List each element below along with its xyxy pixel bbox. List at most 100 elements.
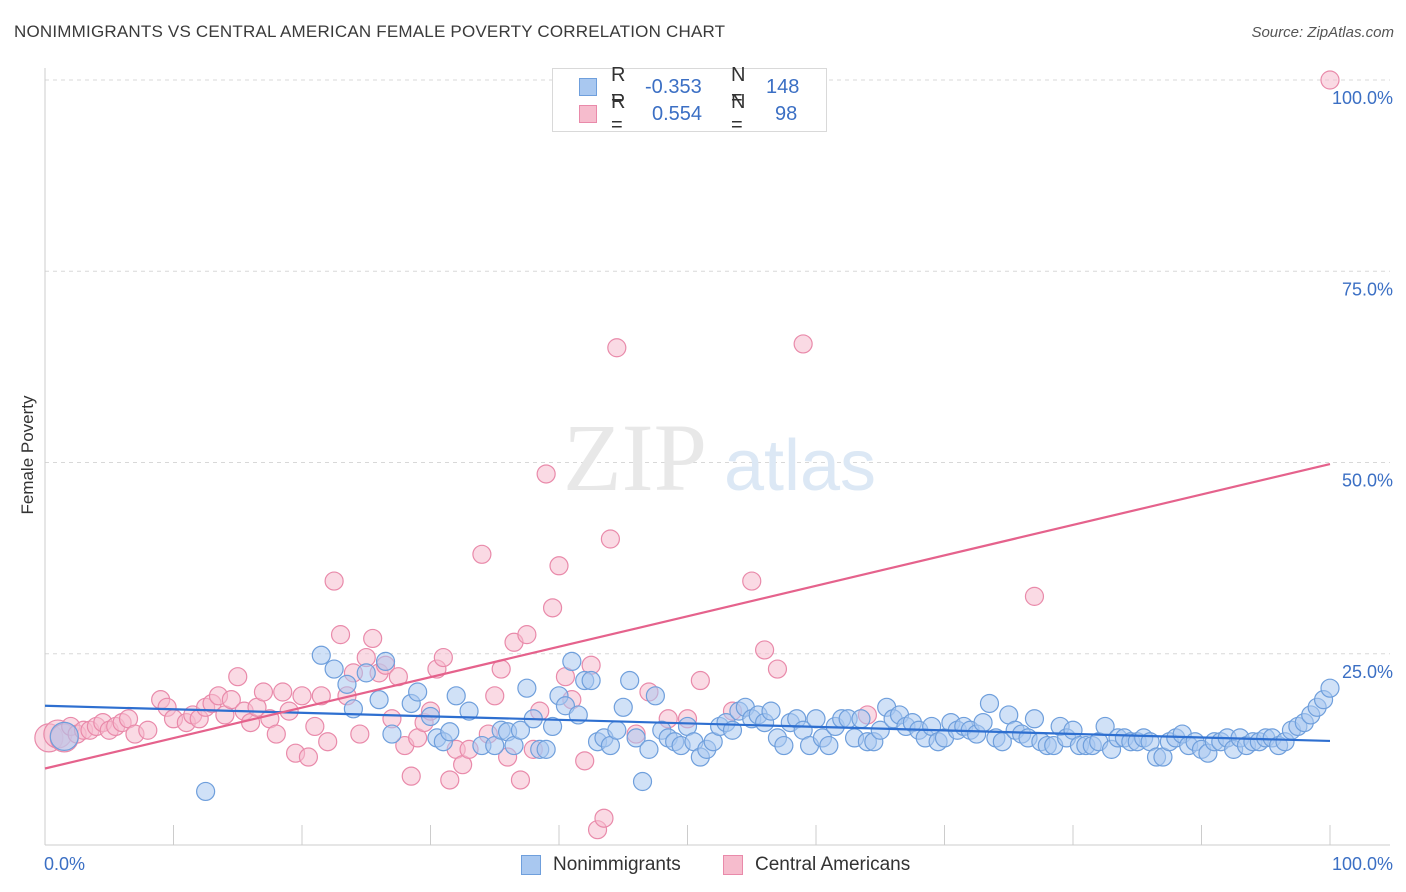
legend-r-label: R = xyxy=(611,91,626,136)
central-americans-point-38 xyxy=(305,716,325,737)
nonimmigrants-point-16 xyxy=(446,686,466,706)
central-americans-point-70 xyxy=(517,625,537,645)
nonimmigrants-point-0 xyxy=(49,721,79,751)
legend-swatch-pink xyxy=(579,105,597,123)
nonimmigrants-point-96 xyxy=(979,693,1000,714)
central-americans-point-59 xyxy=(440,770,460,790)
nonimmigrants-point-103 xyxy=(1024,709,1045,729)
nonimmigrants-point-9 xyxy=(382,724,402,744)
central-americans-point-93 xyxy=(793,334,813,354)
central-americans-point-40 xyxy=(318,732,338,752)
series-legend: Nonimmigrants Central Americans xyxy=(0,852,1406,878)
source-label: Source: ZipAtlas.com xyxy=(1251,24,1394,41)
nonimmigrants-point-76 xyxy=(851,709,871,729)
legend-n-label: N = xyxy=(731,64,746,109)
legend-label-nonimmigrants: Nonimmigrants xyxy=(553,854,681,875)
nonimmigrants-point-3 xyxy=(324,659,344,679)
central-americans-point-30 xyxy=(253,682,274,702)
nonimmigrants-point-23 xyxy=(510,720,531,740)
nonimmigrants-point-62 xyxy=(761,701,781,721)
central-americans-point-45 xyxy=(350,724,370,744)
legend-item-central-americans[interactable]: Central Americans xyxy=(723,852,910,878)
legend-label-central-americans: Central Americans xyxy=(755,854,911,875)
chart-title: NONIMMIGRANTS VS CENTRAL AMERICAN FEMALE… xyxy=(14,22,726,41)
central-americans-point-53 xyxy=(401,766,421,786)
central-americans-point-90 xyxy=(742,571,762,591)
central-americans-point-26 xyxy=(228,667,248,687)
y-tick-label-50: 50.0% xyxy=(1342,471,1393,491)
central-americans-point-75 xyxy=(549,556,569,576)
nonimmigrants-point-15 xyxy=(440,722,460,742)
nonimmigrants-point-40 xyxy=(620,670,640,691)
central-americans-point-92 xyxy=(767,659,788,679)
central-americans-point-69 xyxy=(510,770,531,790)
central-americans-point-78 xyxy=(575,751,595,771)
nonimmigrants-point-4 xyxy=(337,674,357,694)
nonimmigrants-point-8 xyxy=(375,651,396,672)
nonimmigrants-point-6 xyxy=(356,663,376,683)
nonimmigrants-point-44 xyxy=(645,686,665,706)
x-tick-label-max: 100.0% xyxy=(1332,854,1393,874)
legend-swatch-nonimmigrants xyxy=(521,855,541,875)
nonimmigrants-point-149 xyxy=(1320,678,1340,698)
nonimmigrants-point-24 xyxy=(517,678,537,698)
central-americans-point-58 xyxy=(433,647,453,668)
central-americans-point-91 xyxy=(754,640,775,660)
legend-n-label: N = xyxy=(731,91,746,136)
nonimmigrants-point-43 xyxy=(639,739,659,759)
nonimmigrants-point-11 xyxy=(408,682,428,702)
nonimmigrants-point-41 xyxy=(626,728,646,748)
nonimmigrants-point-42 xyxy=(632,771,653,792)
central-americans-trend-line xyxy=(44,462,1331,770)
y-tick-label-25: 25.0% xyxy=(1342,662,1393,682)
legend-r-label: R = xyxy=(611,64,626,109)
watermark: ZIP atlas xyxy=(563,404,876,511)
nonimmigrants-point-28 xyxy=(542,716,563,737)
legend-swatch-blue xyxy=(579,78,597,96)
legend-swatch-central-americans xyxy=(723,855,743,875)
central-americans-point-74 xyxy=(542,598,563,618)
nonimmigrants-point-69 xyxy=(806,709,826,729)
nonimmigrants-point-64 xyxy=(774,735,794,756)
central-americans-point-81 xyxy=(594,808,614,828)
central-americans-point-63 xyxy=(472,544,492,564)
central-americans-point-39 xyxy=(311,686,331,706)
central-americans-point-73 xyxy=(536,464,556,484)
x-tick-label-min: 0.0% xyxy=(44,854,85,874)
axes xyxy=(44,68,1390,846)
nonimmigrants-points xyxy=(49,645,1340,802)
central-americans-point-83 xyxy=(607,338,627,358)
nonimmigrants-point-31 xyxy=(562,651,582,672)
central-americans-point-88 xyxy=(690,670,710,691)
legend-n-value: 98 xyxy=(775,102,798,125)
correlation-legend: R = -0.353 N = 148 R = 0.554 N = 98 xyxy=(552,64,827,136)
nonimmigrants-point-38 xyxy=(607,720,627,740)
nonimmigrants-point-2 xyxy=(311,645,331,665)
central-americans-point-95 xyxy=(1024,586,1045,606)
legend-r-value: -0.353 xyxy=(645,75,702,98)
nonimmigrants-point-17 xyxy=(459,701,479,721)
central-americans-point-96 xyxy=(1320,70,1340,90)
y-tick-label-100: 100.0% xyxy=(1332,88,1393,108)
legend-item-nonimmigrants[interactable]: Nonimmigrants xyxy=(521,852,681,878)
nonimmigrants-point-34 xyxy=(581,670,601,691)
central-americans-point-41 xyxy=(324,571,344,591)
y-tick-label-75: 75.0% xyxy=(1342,279,1393,299)
watermark-atlas: atlas xyxy=(724,426,876,506)
legend-r-value: 0.554 xyxy=(652,102,703,125)
nonimmigrants-point-1 xyxy=(196,781,216,802)
grid-lines xyxy=(45,79,1390,655)
nonimmigrants-point-95 xyxy=(973,712,993,733)
central-americans-point-14 xyxy=(138,720,158,740)
central-americans-point-36 xyxy=(292,686,312,706)
central-americans-point-25 xyxy=(221,690,241,710)
trend-lines xyxy=(44,462,1331,770)
y-axis-label: Female Poverty xyxy=(18,395,37,515)
nonimmigrants-trend-line xyxy=(44,704,1331,743)
legend-n-value: 148 xyxy=(766,75,800,98)
central-americans-point-37 xyxy=(298,747,319,767)
central-americans-point-33 xyxy=(273,682,293,702)
nonimmigrants-point-79 xyxy=(870,720,890,740)
nonimmigrants-point-27 xyxy=(536,739,556,759)
